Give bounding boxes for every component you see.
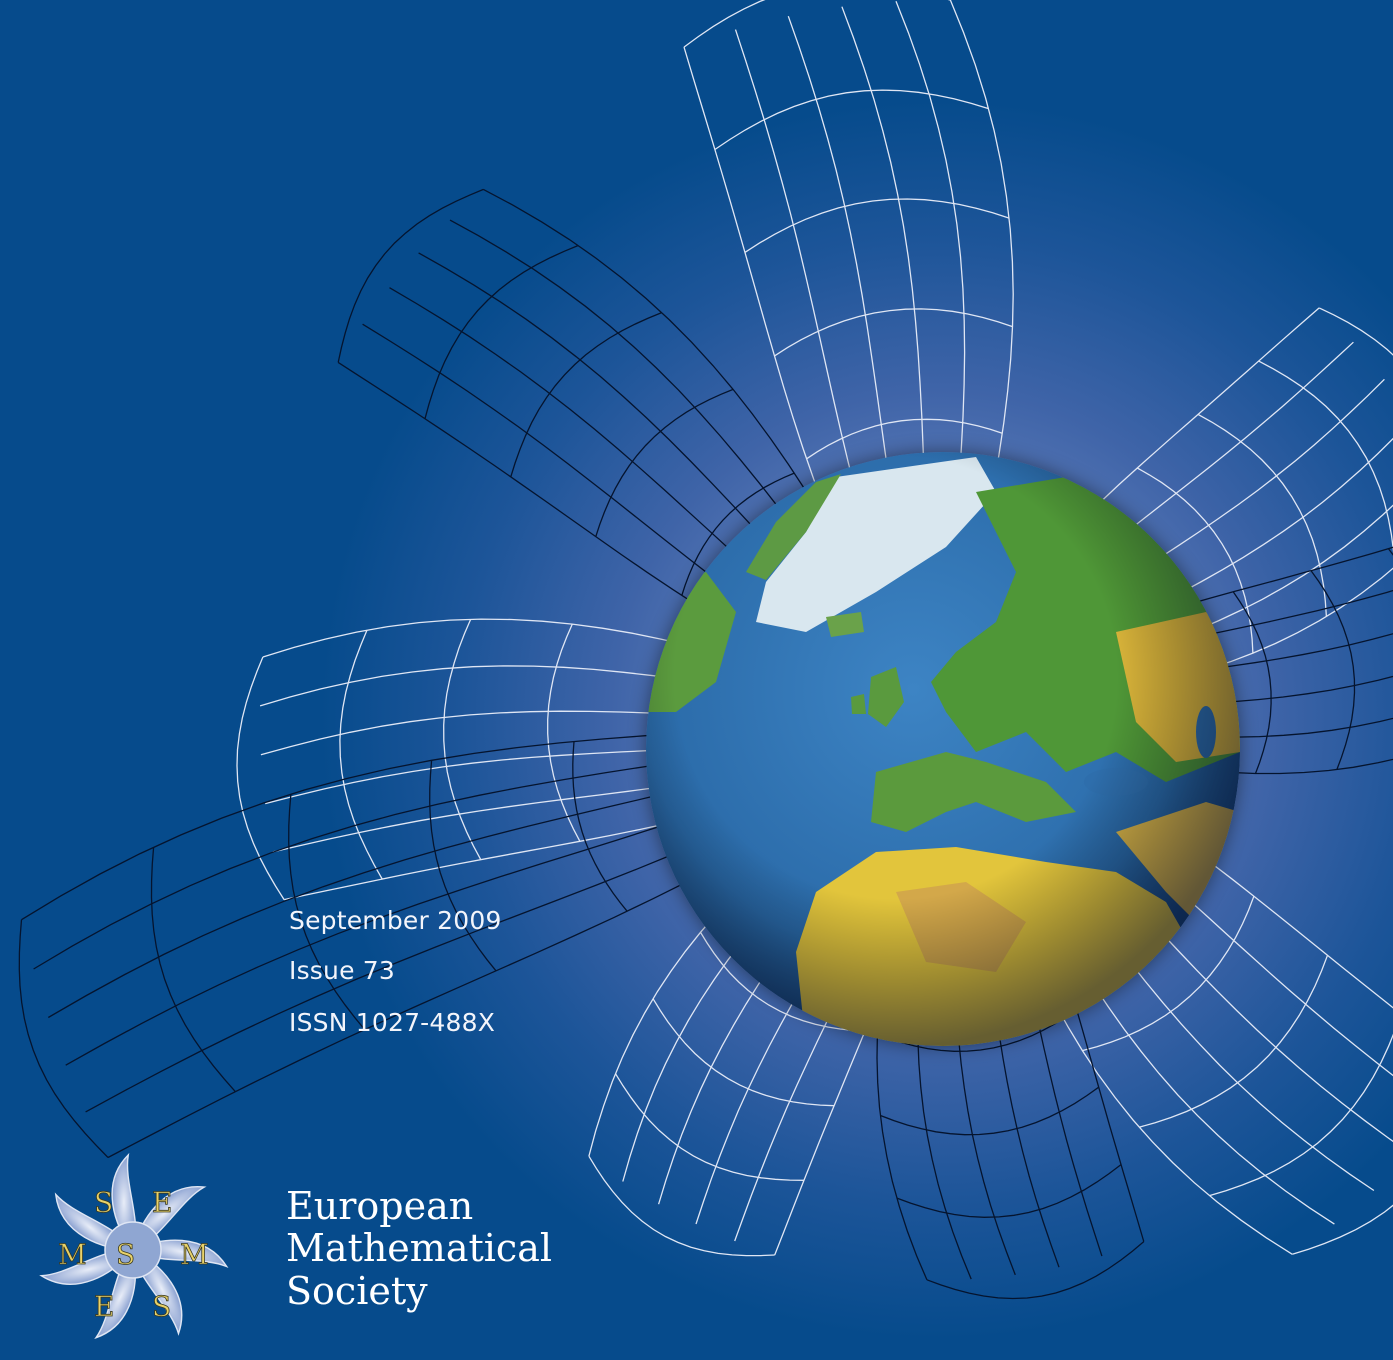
grid-line bbox=[337, 188, 484, 363]
grid-line bbox=[429, 760, 497, 972]
society-name-line-2: Mathematical bbox=[286, 1226, 552, 1270]
society-name-line-1: European bbox=[286, 1184, 474, 1228]
society-name-line-3: Society bbox=[286, 1269, 428, 1313]
grid-line bbox=[683, 0, 951, 48]
logo-center bbox=[104, 1221, 162, 1279]
grid-line bbox=[774, 308, 1013, 357]
grid-line bbox=[595, 388, 734, 537]
grid-line bbox=[339, 629, 383, 880]
grid-line bbox=[926, 1241, 1145, 1300]
grid-line bbox=[806, 418, 1003, 460]
grid-line bbox=[1139, 955, 1329, 1128]
grid-line bbox=[652, 998, 835, 1107]
grid-line bbox=[236, 656, 285, 900]
grid-line bbox=[614, 1073, 805, 1181]
grid-line bbox=[1232, 591, 1272, 774]
issue-date: September 2009 bbox=[289, 906, 502, 935]
logo-letter-e-bottom: E bbox=[94, 1290, 114, 1323]
grid-line bbox=[1318, 307, 1393, 356]
grid-line bbox=[547, 623, 581, 842]
grid-line bbox=[288, 794, 366, 1031]
earth-globe-image bbox=[646, 452, 1240, 1046]
logo-letter-m-right: M bbox=[180, 1238, 209, 1271]
grid-line bbox=[588, 1155, 775, 1257]
grid-line bbox=[18, 919, 109, 1158]
grid-line bbox=[877, 1008, 1077, 1052]
grid-line bbox=[714, 89, 989, 151]
grid-line bbox=[424, 244, 579, 419]
grid-line bbox=[150, 847, 236, 1093]
grid-line bbox=[510, 311, 662, 477]
issue-number: Issue 73 bbox=[289, 956, 396, 985]
logo-letter-s-bottom: S bbox=[152, 1290, 171, 1323]
grid-line bbox=[1197, 413, 1328, 617]
grid-line bbox=[1258, 360, 1393, 553]
logo-letter-m-left: M bbox=[58, 1238, 87, 1271]
logo-letter-s-top: S bbox=[94, 1186, 113, 1219]
ems-logo: S E M S M E S bbox=[39, 1152, 229, 1340]
grid-line bbox=[681, 472, 795, 596]
grid-line bbox=[1387, 548, 1393, 556]
grid-line bbox=[1292, 1204, 1393, 1255]
grid-line bbox=[572, 741, 628, 912]
issn-number: ISSN 1027-488X bbox=[289, 1008, 496, 1037]
grid-line bbox=[880, 1086, 1100, 1136]
grid-line bbox=[1310, 570, 1356, 770]
grid-line bbox=[1209, 1033, 1393, 1197]
logo-letter-e-top: E bbox=[152, 1186, 172, 1219]
grid-line bbox=[1082, 895, 1255, 1052]
grid-line bbox=[443, 619, 482, 861]
grid-line bbox=[699, 931, 866, 1032]
logo-letter-s-center: S bbox=[116, 1238, 135, 1271]
grid-line bbox=[896, 1164, 1122, 1218]
grid-line bbox=[744, 198, 1010, 253]
